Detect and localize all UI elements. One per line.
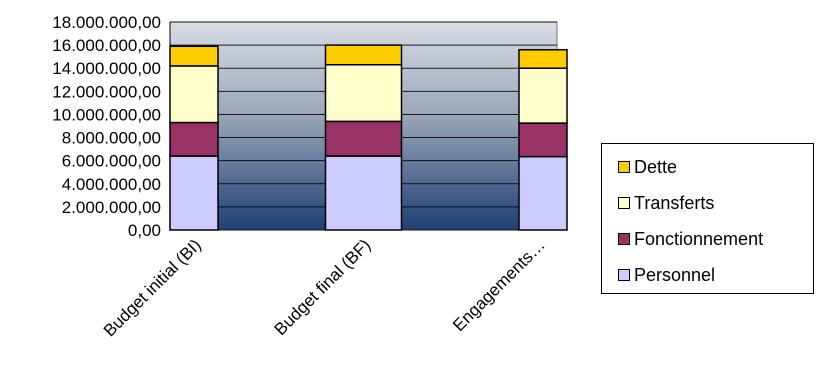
legend-label-fonctionnement: Fonctionnement bbox=[634, 228, 764, 249]
bar-fonctionnement-0 bbox=[169, 121, 219, 157]
bar-transferts-0 bbox=[169, 65, 219, 124]
x-category-label: Budget final (BF) bbox=[271, 235, 375, 339]
y-tick-label: 8.000.000,00 bbox=[62, 129, 161, 148]
bar-dette-0 bbox=[169, 45, 219, 67]
bar-dette-1 bbox=[324, 44, 403, 66]
bar-fonctionnement-2 bbox=[518, 122, 568, 158]
legend-swatch-dette bbox=[618, 161, 630, 173]
bar-transferts-2 bbox=[518, 67, 568, 124]
y-tick-label: 14.000.000,00 bbox=[52, 59, 161, 78]
legend-swatch-fonctionnement bbox=[618, 233, 630, 245]
legend-item-transferts: Transferts bbox=[618, 192, 714, 214]
bar-transferts-1 bbox=[324, 64, 403, 123]
legend-swatch-transferts bbox=[618, 197, 630, 209]
legend-item-fonctionnement: Fonctionnement bbox=[618, 228, 763, 250]
legend-label-dette: Dette bbox=[634, 156, 678, 177]
legend-item-personnel: Personnel bbox=[618, 264, 715, 286]
y-tick-label: 6.000.000,00 bbox=[62, 152, 161, 171]
x-category-label: Engagements… bbox=[449, 235, 549, 335]
y-tick-label: 4.000.000,00 bbox=[62, 175, 161, 194]
bar-personnel-1 bbox=[324, 155, 403, 231]
y-tick-label: 0,00 bbox=[128, 221, 161, 240]
legend-label-transferts: Transferts bbox=[634, 192, 715, 213]
x-category-label: Budget initial (BI) bbox=[100, 235, 205, 340]
bar-dette-2 bbox=[518, 48, 568, 69]
legend-item-dette: Dette bbox=[618, 156, 677, 178]
legend-label-personnel: Personnel bbox=[634, 264, 716, 285]
y-tick-label: 2.000.000,00 bbox=[62, 198, 161, 217]
y-tick-label: 16.000.000,00 bbox=[52, 36, 161, 55]
y-tick-label: 10.000.000,00 bbox=[52, 105, 161, 124]
y-tick-label: 18.000.000,00 bbox=[52, 13, 161, 32]
legend-swatch-personnel bbox=[618, 269, 630, 281]
bar-personnel-2 bbox=[518, 155, 568, 231]
legend: Dette Transferts Fonctionnement Personne… bbox=[601, 143, 814, 294]
y-tick-label: 12.000.000,00 bbox=[52, 82, 161, 101]
bar-personnel-0 bbox=[169, 155, 219, 231]
bar-fonctionnement-1 bbox=[324, 120, 403, 157]
